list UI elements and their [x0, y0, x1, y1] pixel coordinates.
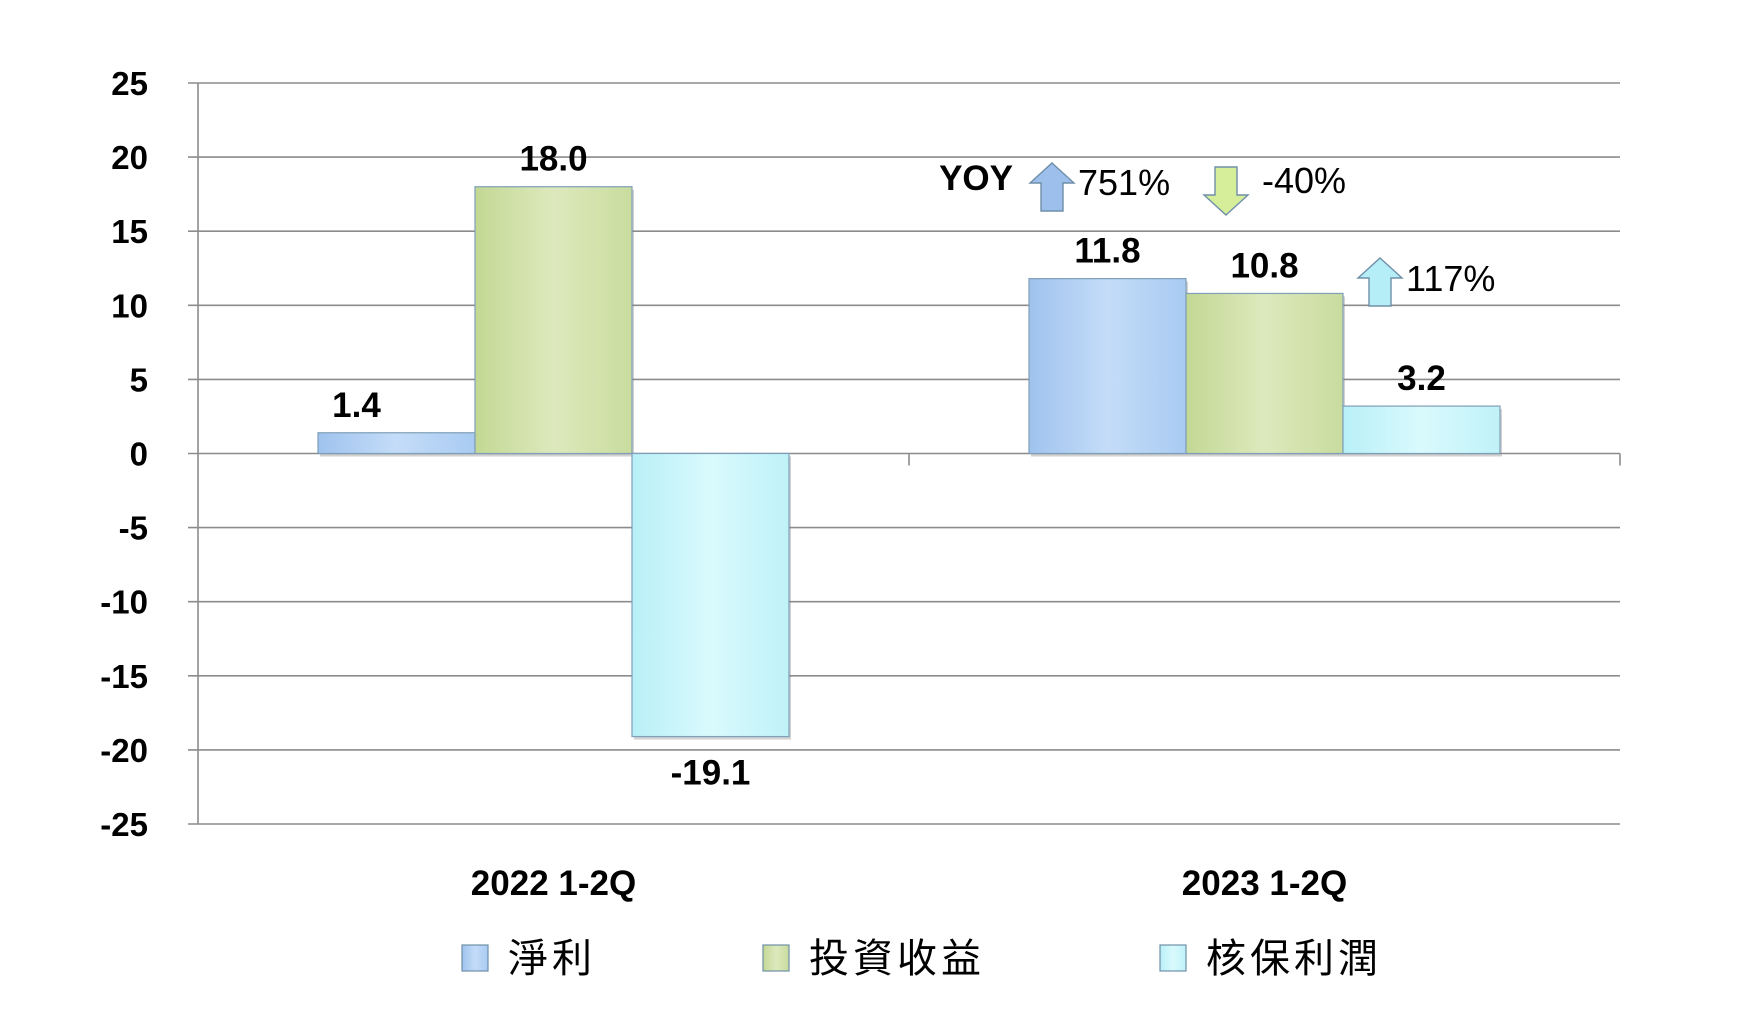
data-label: 3.2	[1397, 359, 1446, 398]
legend-label: 投資收益	[809, 936, 985, 982]
bars	[317, 186, 1502, 740]
y-tick-label: 20	[111, 139, 148, 176]
yoy-percent: 117%	[1406, 258, 1495, 299]
y-tick-label: 5	[130, 361, 148, 398]
bar	[1342, 405, 1501, 455]
bar	[631, 452, 790, 738]
y-tick-label: -20	[100, 732, 148, 769]
bar	[1028, 278, 1187, 455]
data-label: 11.8	[1074, 232, 1140, 271]
data-label: 10.8	[1230, 246, 1298, 285]
legend-swatch	[762, 944, 790, 972]
y-tick-label: -5	[119, 510, 148, 547]
data-label: -19.1	[671, 754, 751, 793]
y-tick-label: -25	[100, 806, 148, 843]
legend-label: 核保利潤	[1206, 936, 1382, 982]
axes: 25 20 15 10 5 0 -5 -10 -15 -20 -25 2022 1-2Q 2023 1-…	[100, 65, 1621, 903]
data-label: 18.0	[519, 140, 587, 179]
arrow-down-icon	[1202, 166, 1250, 216]
legend-swatch	[461, 944, 489, 972]
yoy-percent: -40%	[1262, 160, 1346, 201]
yoy-percent: 751%	[1078, 162, 1170, 203]
arrow-up-icon	[1356, 257, 1404, 307]
y-tick-label: 25	[111, 65, 148, 102]
legend-label: 淨利	[508, 936, 596, 982]
bar	[1185, 292, 1344, 455]
y-tick-label: 15	[111, 213, 148, 250]
x-category-label: 2022 1-2Q	[471, 864, 636, 903]
y-tick-label: -15	[100, 658, 148, 695]
y-tick-label: 10	[111, 287, 148, 324]
bar	[317, 432, 476, 455]
legend-swatch	[1159, 944, 1187, 972]
data-labels: 1.4 18.0 -19.1 11.8 10.8 3.2	[332, 140, 1446, 793]
arrow-up-icon	[1028, 162, 1076, 212]
legend: 淨利 投資收益 核保利潤	[461, 936, 1382, 982]
y-tick-label: -10	[100, 584, 148, 621]
x-category-label: 2023 1-2Q	[1182, 864, 1347, 903]
yoy-annotations: YOY 751% -40% 117%	[939, 159, 1495, 307]
data-label: 1.4	[332, 386, 381, 425]
yoy-label: YOY	[939, 159, 1013, 198]
y-tick-label: 0	[130, 436, 148, 473]
bar	[474, 186, 633, 455]
